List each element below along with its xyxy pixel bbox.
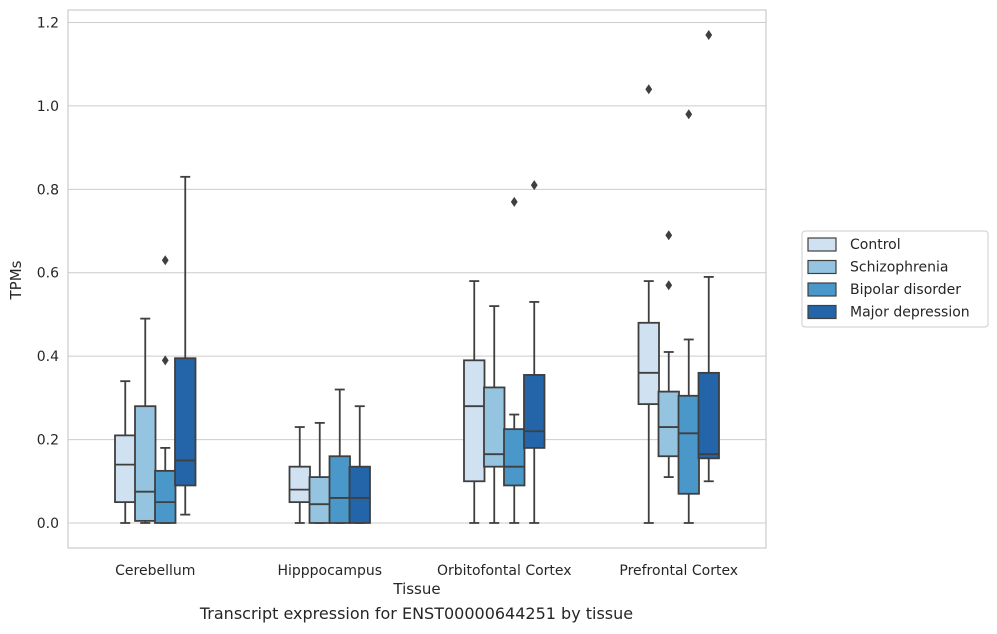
box-2-1 bbox=[330, 390, 351, 523]
box-body bbox=[310, 477, 331, 523]
outlier-point bbox=[645, 84, 652, 94]
y-tick-label: 0.8 bbox=[37, 182, 59, 198]
outlier-point bbox=[162, 355, 169, 365]
legend-swatch bbox=[808, 306, 836, 319]
y-tick-label: 1.2 bbox=[37, 16, 59, 32]
box-body bbox=[350, 467, 371, 523]
legend-label: Major depression bbox=[850, 305, 970, 321]
box-3-0 bbox=[175, 177, 196, 515]
box-0-1 bbox=[290, 427, 311, 523]
box-body bbox=[135, 406, 156, 521]
box-body bbox=[115, 435, 136, 502]
box-0-0 bbox=[115, 381, 136, 523]
y-tick-label: 0.4 bbox=[37, 349, 59, 365]
box-body bbox=[290, 467, 311, 502]
legend: Control Schizophrenia Bipolar disorder Majo… bbox=[802, 231, 988, 327]
box-body bbox=[524, 375, 545, 448]
box-body bbox=[155, 471, 176, 523]
outlier-point bbox=[665, 280, 672, 290]
plot-frame bbox=[68, 10, 766, 548]
box-body bbox=[175, 358, 196, 485]
box-body bbox=[504, 429, 525, 485]
box-body bbox=[464, 360, 485, 481]
x-axis-label: Tissue bbox=[392, 580, 440, 598]
box-2-2 bbox=[504, 197, 525, 523]
figure-caption: Transcript expression for ENST0000064425… bbox=[0, 604, 833, 623]
y-tick-label: 0.2 bbox=[37, 433, 59, 449]
x-tick-label: Hipppocampus bbox=[277, 563, 382, 579]
box-3-3 bbox=[699, 30, 720, 481]
outlier-point bbox=[162, 255, 169, 265]
box-2-0 bbox=[155, 255, 176, 523]
box-body bbox=[699, 373, 720, 458]
outlier-point bbox=[665, 230, 672, 240]
y-axis-label: TPMs bbox=[7, 260, 25, 300]
y-tick-label: 1.0 bbox=[37, 99, 59, 115]
box-1-2 bbox=[484, 306, 505, 523]
outlier-point bbox=[511, 197, 518, 207]
outlier-point bbox=[685, 109, 692, 119]
x-tick-label: Cerebellum bbox=[115, 563, 195, 579]
y-tick-label: 0.0 bbox=[37, 516, 59, 532]
box-1-0 bbox=[135, 319, 156, 523]
legend-swatch bbox=[808, 261, 836, 274]
box-body bbox=[659, 392, 680, 457]
box-body bbox=[679, 396, 700, 494]
box-0-2 bbox=[464, 281, 485, 523]
legend-swatch bbox=[808, 283, 836, 296]
box-body bbox=[639, 323, 660, 404]
outlier-point bbox=[531, 180, 538, 190]
box-1-3 bbox=[659, 230, 680, 477]
outlier-point bbox=[705, 30, 712, 40]
legend-swatch bbox=[808, 238, 836, 251]
box-3-2 bbox=[524, 180, 545, 523]
legend-label: Bipolar disorder bbox=[850, 282, 961, 298]
x-tick-label: Prefrontal Cortex bbox=[619, 563, 738, 579]
legend-label: Schizophrenia bbox=[850, 260, 948, 276]
box-body bbox=[330, 456, 351, 523]
x-tick-label: Orbitofontal Cortex bbox=[437, 563, 572, 579]
box-0-3 bbox=[639, 84, 660, 523]
box-2-3 bbox=[679, 109, 700, 523]
plot-area: 0.0 0.2 0.4 0.6 0.8 1.0 1.2 Cerebellum Hipppocam… bbox=[37, 10, 766, 579]
box-1-1 bbox=[310, 423, 331, 523]
box-plot-chart: 0.0 0.2 0.4 0.6 0.8 1.0 1.2 Cerebellum Hipppocam… bbox=[0, 0, 997, 600]
legend-label: Control bbox=[850, 237, 901, 253]
box-3-1 bbox=[350, 406, 371, 523]
y-tick-label: 0.6 bbox=[37, 266, 59, 282]
